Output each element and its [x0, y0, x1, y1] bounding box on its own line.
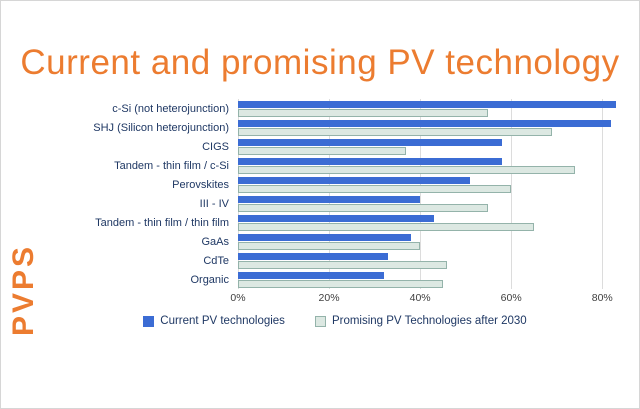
bar-current — [238, 157, 503, 165]
bar-group — [238, 194, 625, 213]
bar-group — [238, 232, 625, 251]
bar-current — [238, 214, 434, 222]
legend-item-promising: Promising PV Technologies after 2030 — [314, 315, 527, 327]
bar-promising — [238, 260, 448, 269]
category-label: c-Si (not heterojunction) — [112, 102, 229, 115]
category-label: Organic — [190, 273, 229, 286]
legend-item-current: Current PV technologies — [143, 315, 285, 327]
bar-group — [238, 175, 625, 194]
bar-promising — [238, 203, 489, 212]
bar-current — [238, 271, 384, 279]
category-label: GaAs — [201, 235, 229, 248]
chart-row: Perovskites — [45, 175, 625, 194]
bar-group — [238, 156, 625, 175]
slide-title: Current and promising PV technology — [20, 43, 620, 82]
category-label: CdTe — [203, 254, 229, 267]
legend-swatch-current-icon — [143, 315, 155, 327]
x-tick-label: 20% — [318, 292, 340, 304]
pv-bar-chart: c-Si (not heterojunction) SHJ (Silicon he… — [45, 99, 625, 327]
chart-legend: Current PV technologies Promising PV Tec… — [45, 315, 625, 327]
category-label: Perovskites — [172, 178, 229, 191]
bar-group — [238, 137, 625, 156]
bar-group — [238, 270, 625, 289]
bar-current — [238, 119, 612, 127]
legend-swatch-promising-icon — [314, 315, 326, 327]
pvps-watermark: PVPS — [7, 244, 40, 337]
bar-promising — [238, 279, 443, 288]
category-label: SHJ (Silicon heterojunction) — [93, 121, 229, 134]
chart-rows: c-Si (not heterojunction) SHJ (Silicon he… — [45, 99, 625, 289]
bar-promising — [238, 108, 489, 117]
x-tick-label: 0% — [230, 292, 246, 304]
chart-grid: c-Si (not heterojunction) SHJ (Silicon he… — [45, 99, 625, 307]
bar-group — [238, 99, 625, 118]
chart-row: Tandem - thin film / c-Si — [45, 156, 625, 175]
chart-row: CdTe — [45, 251, 625, 270]
bar-promising — [238, 127, 553, 136]
bar-promising — [238, 184, 512, 193]
category-label: III - IV — [199, 197, 229, 210]
bar-current — [238, 176, 471, 184]
category-label: CIGS — [202, 140, 229, 153]
bar-group — [238, 213, 625, 232]
x-axis-ticks: 0% 20% 40% 60% 80% — [230, 289, 625, 307]
bar-promising — [238, 146, 407, 155]
chart-row: CIGS — [45, 137, 625, 156]
bar-promising — [238, 165, 575, 174]
bar-current — [238, 233, 411, 241]
legend-label-current: Current PV technologies — [160, 315, 285, 327]
x-tick-label: 80% — [591, 292, 613, 304]
chart-row: Tandem - thin film / thin film — [45, 213, 625, 232]
legend-label-promising: Promising PV Technologies after 2030 — [331, 315, 527, 327]
bar-promising — [238, 241, 421, 250]
bar-current — [238, 195, 421, 203]
chart-row: Organic — [45, 270, 625, 289]
bar-current — [238, 252, 389, 260]
chart-row: GaAs — [45, 232, 625, 251]
bar-group — [238, 251, 625, 270]
bar-group — [238, 118, 625, 137]
chart-row: c-Si (not heterojunction) — [45, 99, 625, 118]
x-tick-label: 40% — [409, 292, 431, 304]
bar-current — [238, 138, 503, 146]
category-label: Tandem - thin film / c-Si — [114, 159, 229, 172]
category-label: Tandem - thin film / thin film — [95, 216, 229, 229]
chart-row: SHJ (Silicon heterojunction) — [45, 118, 625, 137]
bar-current — [238, 100, 616, 108]
chart-row: III - IV — [45, 194, 625, 213]
bar-promising — [238, 222, 534, 231]
x-tick-label: 60% — [500, 292, 522, 304]
